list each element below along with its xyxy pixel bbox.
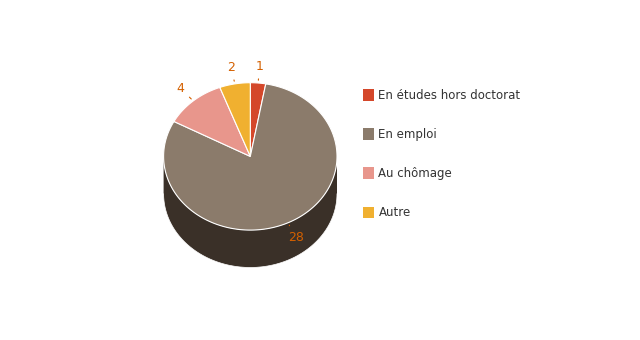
Polygon shape	[220, 83, 250, 156]
Polygon shape	[164, 156, 337, 268]
Text: En études hors doctorat: En études hors doctorat	[378, 89, 520, 102]
Polygon shape	[164, 84, 337, 230]
Polygon shape	[250, 83, 266, 156]
Bar	[362, 207, 374, 219]
Text: En emploi: En emploi	[378, 128, 437, 141]
Text: 4: 4	[177, 82, 191, 99]
Bar	[362, 128, 374, 140]
Bar	[362, 167, 374, 180]
Text: 1: 1	[256, 61, 264, 80]
Text: 2: 2	[227, 62, 236, 81]
Text: Autre: Autre	[378, 206, 411, 219]
Text: 28: 28	[288, 225, 304, 244]
Polygon shape	[174, 87, 250, 156]
Bar	[362, 89, 374, 101]
Text: Au chômage: Au chômage	[378, 167, 452, 180]
